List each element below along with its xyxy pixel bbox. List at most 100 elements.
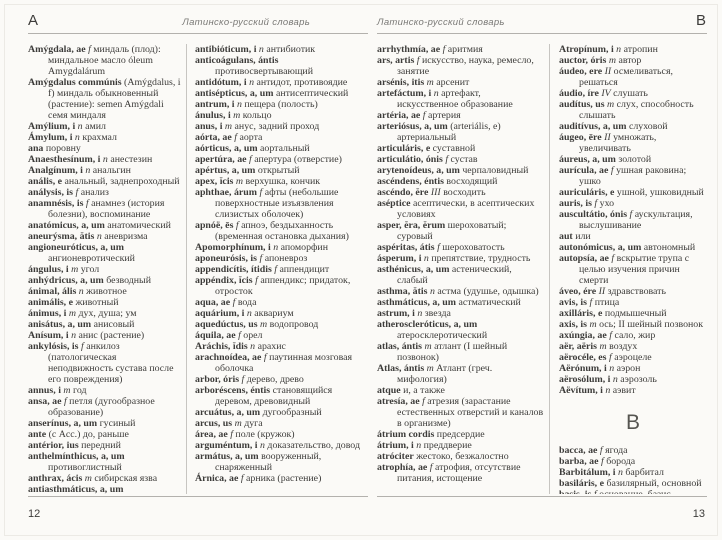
dictionary-entry: bacca, ae f ягода xyxy=(559,445,707,456)
entry-grammar: f xyxy=(271,264,278,275)
dictionary-entry: anatómicus, a, um анатомический xyxy=(28,220,181,231)
dictionary-entry: aspéritas, átis f шероховатость xyxy=(377,242,544,253)
entry-translation: анисовый xyxy=(91,319,135,330)
dictionary-entry: antrum, i n пещера (полость) xyxy=(195,99,368,110)
entry-translation: основание, базис основное (средство в сл… xyxy=(579,489,671,494)
dictionary-entry: ankylósis, is f анкилоз (патологическая … xyxy=(28,341,181,385)
entry-headword: annus, i xyxy=(28,385,61,396)
entry-translation: поровну xyxy=(43,143,81,154)
dictionary-column: Atropínum, i n атропин auctor, óris m авт… xyxy=(549,44,707,494)
entry-translation: дух, душа; ум xyxy=(76,308,137,319)
dictionary-entry: anthrax, ácis m сибирская язва xyxy=(28,473,181,484)
entry-grammar: n xyxy=(100,154,108,165)
dictionary-entry: anamnésis, is f анамнез (история болезни… xyxy=(28,198,181,220)
entry-grammar: f xyxy=(78,341,84,352)
entry-headword: ankylósis, is xyxy=(28,341,79,352)
dictionary-entry: atresía, ae f атрезия (зарастание естест… xyxy=(377,396,544,429)
entry-translation: аускультация, выслушивание xyxy=(579,209,693,231)
dictionary-entry: áureus, a, um золотой xyxy=(559,154,707,165)
entry-grammar: f xyxy=(608,253,615,264)
dictionary-entry: avis, is f птица xyxy=(559,297,707,308)
entry-headword: aponeurósis, is xyxy=(195,253,258,264)
dictionary-entry: atlas, ántis m атлант (I шейный позвонок… xyxy=(377,341,544,363)
dictionary-entry: arcuátus, a, um дугообразный xyxy=(195,407,368,418)
dictionary-entry: aut или xyxy=(559,231,707,242)
dictionary-entry: anus, i m анус, задний проход xyxy=(195,121,368,132)
entry-grammar: f xyxy=(414,55,420,66)
dictionary-entry: anisátus, a, um анисовый xyxy=(28,319,181,330)
entry-translation: анис (растение) xyxy=(76,330,145,341)
dictionary-entry: aër, aëris m воздух xyxy=(559,341,707,352)
entry-translation: амил xyxy=(82,121,106,132)
dictionary-entry: ascéndens, éntis восходящий xyxy=(377,176,544,187)
entry-grammar: n xyxy=(72,132,80,143)
dictionary-entry: ascéndo, ĕre III восходить xyxy=(377,187,544,198)
dictionary-entry: angioneuróticus, a, um ангионевротически… xyxy=(28,242,181,264)
entry-grammar: m xyxy=(230,110,241,121)
entry-headword: Amýgdalus commúnis xyxy=(28,77,122,88)
entry-translation: вода xyxy=(235,297,257,308)
dictionary-entry: arbor, óris f дерево, древо xyxy=(195,374,368,385)
dictionary-entry: aponeurósis, is f апоневроз xyxy=(195,253,368,264)
entry-grammar: f xyxy=(227,429,233,440)
dictionary-entry: anális, e анальный, заднепроходный xyxy=(28,176,181,187)
entry-grammar: m xyxy=(222,121,233,132)
entry-headword: asthma, ătis xyxy=(377,286,428,297)
entry-translation: аквариум xyxy=(251,308,294,319)
dictionary-entry: Apomorphínum, i n апоморфин xyxy=(195,242,368,253)
dictionary-entry: átrium cordis предсердие xyxy=(377,429,544,440)
entry-grammar: IV xyxy=(598,88,611,99)
entry-headword: arachnoídea, ae xyxy=(195,352,262,363)
entry-headword: anserínus, a, um xyxy=(28,418,98,429)
dictionary-entry: ánimus, i m дух, душа; ум xyxy=(28,308,181,319)
entry-grammar: m xyxy=(587,319,597,330)
entry-translation: борода xyxy=(603,456,636,467)
dictionary-entry: aurícula, ae f ушная раковина; ушко xyxy=(559,165,707,187)
dictionary-entry: aquárium, i n аквариум xyxy=(195,308,368,319)
entry-grammar: f xyxy=(238,473,244,484)
entry-translation: паутинная мозговая оболочка xyxy=(215,352,353,374)
entry-headword: apex, ĭcis xyxy=(195,176,234,187)
section-letter: B xyxy=(625,411,640,434)
entry-headword: Amýlium, i xyxy=(28,121,76,132)
header-rule xyxy=(28,33,368,34)
entry-translation: аэвит xyxy=(610,385,636,396)
entry-headword: antérior, ius xyxy=(28,440,79,451)
dictionary-entry: antibióticum, i n антибиотик xyxy=(195,44,368,55)
entry-headword: asthmáticus, a, um xyxy=(377,297,457,308)
entry-headword: átrium cordis xyxy=(377,429,435,440)
entry-translation: верхушка, кончик xyxy=(243,176,321,187)
entry-headword: artefáctum, i xyxy=(377,88,432,99)
dictionary-entry: apertúra, ae f апертура (отверстие) xyxy=(195,154,368,165)
dictionary-entry: áquila, ae f орел xyxy=(195,330,368,341)
entry-grammar: f xyxy=(442,154,449,165)
entry-headword: auditívus, a, um xyxy=(559,121,627,132)
dictionary-entry: appéndix, ĭcis f аппендикс; придаток, от… xyxy=(195,275,368,297)
dictionary-entry: áudio, íre IV слушать xyxy=(559,88,707,99)
entry-translation: анестезин xyxy=(107,154,153,165)
entry-headword: atlas, ántis xyxy=(377,341,422,352)
entry-headword: anhýdricus, a, um xyxy=(28,275,104,286)
entry-translation: дерево, древо xyxy=(244,374,304,385)
entry-headword: Anísum, i xyxy=(28,330,69,341)
dictionary-entry: arteriósus, a, um (arteriális, e) артери… xyxy=(377,121,544,143)
dictionary-entry: análysis, is f анализ xyxy=(28,187,181,198)
entry-grammar: n xyxy=(413,440,422,451)
entry-headword: animális, e xyxy=(28,297,73,308)
entry-grammar: n xyxy=(246,77,254,88)
dictionary-entry: arachnoídea, ae f паутинная мозговая обо… xyxy=(195,352,368,374)
entry-headword: antisépticus, a, um xyxy=(195,88,274,99)
entry-translation: препятствие, трудность xyxy=(428,253,531,264)
entry-translation: становящийся деревом, древовидный xyxy=(215,385,333,407)
entry-grammar: f xyxy=(597,445,603,456)
entry-translation: афты (небольшие поверхностные изъязвлени… xyxy=(215,187,339,220)
entry-headword: apnóë, ēs xyxy=(195,220,234,231)
dictionary-entry: aneurýsma, ătis n аневризма xyxy=(28,231,181,242)
entry-headword: anatómicus, a, um xyxy=(28,220,105,231)
dictionary-entry: basis, is f основание, базис основное (с… xyxy=(559,489,707,494)
entry-translation: ягода xyxy=(602,445,628,456)
entry-translation: аэрозоль xyxy=(617,374,657,385)
entry-translation: здравствовать xyxy=(605,286,667,297)
page-number: 12 xyxy=(28,508,41,520)
entry-headword: anamnésis, is xyxy=(28,198,84,209)
